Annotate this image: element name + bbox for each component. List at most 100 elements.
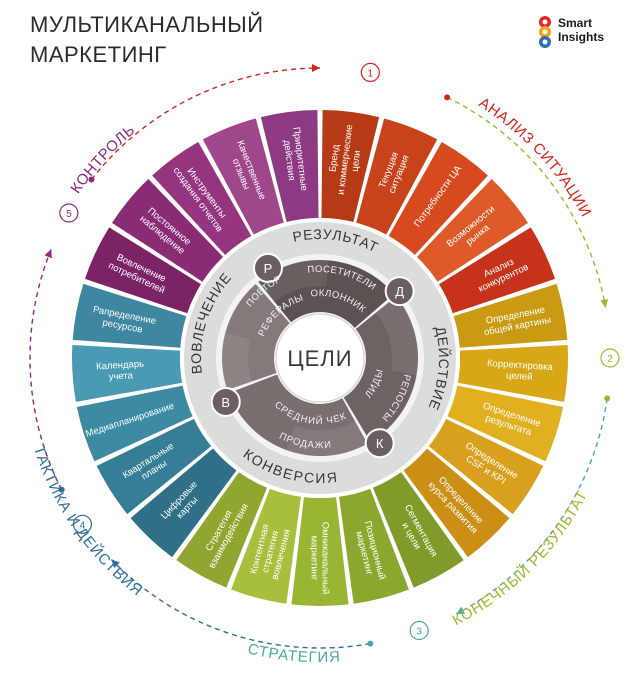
segment-label: Корректировкацелей xyxy=(486,358,554,384)
stage-marker-1: 1 xyxy=(360,62,380,83)
ring-badge: Р xyxy=(253,252,283,283)
segment[interactable]: Качественныеотзывы xyxy=(202,118,284,235)
segment-wedge xyxy=(356,118,438,235)
segment[interactable]: Анализконкурентов xyxy=(438,227,556,314)
core-wedge-shade xyxy=(286,420,368,456)
cycle-arc xyxy=(446,96,607,308)
group-separator xyxy=(399,468,469,562)
segment[interactable]: Позиционныймаркетинг xyxy=(339,488,409,604)
core-wedge xyxy=(222,284,290,390)
segment[interactable]: Сегментацияи цели xyxy=(372,472,464,588)
stage-marker-5: 5 xyxy=(59,203,79,223)
segment-wedge xyxy=(112,179,224,282)
segment-wedge xyxy=(130,448,237,558)
core-wedge-shade xyxy=(222,332,252,390)
ring-badge-letter: Р xyxy=(264,261,273,276)
page-title: МУЛЬТИКАНАЛЬНЫЙ МАРКЕТИНГ xyxy=(30,10,264,70)
segment-wedge xyxy=(72,283,187,348)
core-wedge xyxy=(343,296,418,443)
title-line-2: МАРКЕТИНГ xyxy=(30,42,167,67)
segment-wedge xyxy=(372,472,464,588)
logo-text-2: Insights xyxy=(558,30,605,44)
center-label: ЦЕЛИ xyxy=(287,346,352,371)
group-separator xyxy=(171,468,241,562)
ring-badge: К xyxy=(364,428,395,459)
segment[interactable]: Определениеобщей картины xyxy=(453,283,568,348)
segment-label: Омниканальныймаркетинг xyxy=(309,522,331,595)
ring-badge: В xyxy=(210,386,241,417)
stage-label: КОНТРОЛЬ xyxy=(67,121,138,196)
segment[interactable]: Календарьучета xyxy=(72,345,183,402)
title-line-1: МУЛЬТИКАНАЛЬНЫЙ xyxy=(30,12,264,37)
segment[interactable]: Омниканальныймаркетинг xyxy=(291,497,349,606)
ring-badge-letter: Д xyxy=(395,284,404,299)
segment-wedge xyxy=(457,345,568,402)
cycle-arc-start-dot xyxy=(88,176,95,183)
segment-wedge xyxy=(428,418,544,515)
segment[interactable]: Вовлечениепотребителей xyxy=(84,227,202,314)
stage-number: 3 xyxy=(416,627,422,638)
core-wedge-shade xyxy=(375,296,418,376)
stage-label: СТРАТЕГИЯ xyxy=(246,641,341,667)
segment-wedge xyxy=(84,227,202,314)
cycle-arc xyxy=(90,67,321,180)
segment-wedge xyxy=(438,227,556,314)
cycle-arc xyxy=(110,558,371,649)
segment-wedge xyxy=(72,345,183,402)
segment[interactable]: Бренди коммерческиецели xyxy=(321,110,380,223)
ring-badge: Д xyxy=(384,276,415,307)
segment[interactable]: Определениерезультата xyxy=(447,385,564,462)
segment-wedge xyxy=(231,488,301,604)
segment-wedge xyxy=(403,448,510,558)
segment-wedge xyxy=(339,488,409,604)
segment[interactable]: Корректировкацелей xyxy=(457,345,568,402)
segment-wedge xyxy=(96,418,212,515)
segment-label: Календарьучета xyxy=(96,359,145,384)
segment-wedge xyxy=(176,472,268,588)
cycle-arc-start-dot xyxy=(604,395,611,402)
cycle-arrowhead xyxy=(44,249,52,259)
segment-wedge xyxy=(447,385,564,462)
segment[interactable]: Постоянноенаблюдение xyxy=(112,179,224,282)
segment[interactable]: Приоритетныедействия xyxy=(260,110,319,223)
cycle-arc-start-dot xyxy=(58,486,65,493)
cycle-arrowhead xyxy=(312,64,320,72)
segment-wedge xyxy=(76,385,193,462)
segment[interactable]: Контентнаястратегиявовлечения xyxy=(231,488,301,604)
segment-wedge xyxy=(260,110,319,223)
smart-insights-logo: Smart Insights xyxy=(536,14,626,54)
logo-icon xyxy=(539,16,551,48)
segment-wedge xyxy=(388,141,488,255)
core-wedge xyxy=(258,259,394,328)
stage-number: 4 xyxy=(80,520,86,531)
cycle-arc-start-dot xyxy=(367,640,374,647)
stage-number: 1 xyxy=(368,68,374,79)
cycle-arc xyxy=(455,398,608,615)
center-circle xyxy=(275,313,365,403)
stage-marker-4: 4 xyxy=(72,514,93,534)
segment-wedge xyxy=(321,110,380,223)
cycle-arrowhead xyxy=(456,606,466,615)
stage-marker-3: 3 xyxy=(409,620,429,641)
cycle-arrowhead xyxy=(111,559,120,568)
segment-wedge xyxy=(202,118,284,235)
cycle-arrowhead xyxy=(600,299,609,308)
ring-badge-letter: К xyxy=(376,436,384,451)
segment-wedge xyxy=(416,179,528,282)
logo-text-1: Smart xyxy=(558,16,593,30)
stage-marker-2: 2 xyxy=(600,348,620,368)
cycle-arc-start-dot xyxy=(444,94,451,101)
segment-wedge xyxy=(152,141,252,255)
group-separator xyxy=(81,279,190,317)
segment[interactable]: Текущаяситуация xyxy=(356,118,438,235)
core-wedge xyxy=(228,374,368,457)
ring-badge-letter: В xyxy=(221,395,230,410)
group-separator xyxy=(450,279,559,317)
segment[interactable]: Возможностирынка xyxy=(416,179,528,282)
stage-number: 5 xyxy=(66,209,72,220)
segment-wedge xyxy=(291,497,349,606)
segment[interactable]: Рапределениересурсов xyxy=(72,283,187,348)
stage-number: 2 xyxy=(607,354,613,365)
segment-wedge xyxy=(453,283,568,348)
